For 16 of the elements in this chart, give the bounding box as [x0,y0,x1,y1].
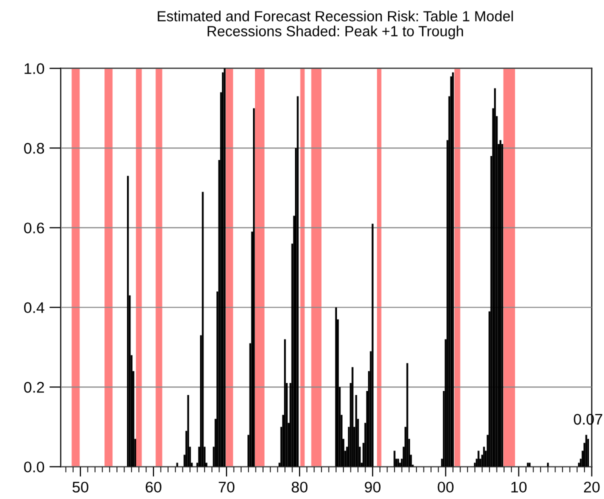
y-tick-label: 0.2 [24,382,44,393]
y-tick-label: 0.0 [24,462,44,472]
x-tick-label: 10 [511,482,527,493]
x-tick-label: 50 [72,482,88,493]
x-tick-label: 60 [146,482,162,493]
x-tick-label: 70 [218,482,234,493]
y-tick-label: 1.0 [24,63,44,74]
y-tick-label: 0.4 [24,302,44,314]
x-tick-label: 00 [438,482,454,493]
y-tick-label: 0.8 [24,142,44,154]
chart-title: Estimated and Forecast Recession Risk: Table 1 Model [158,10,513,22]
x-tick-label: 80 [292,482,308,493]
chart-subtitle: Recessions Shaded: Peak +1 to Trough [208,26,463,40]
x-tick-label: 90 [364,482,381,493]
y-tick-label: 0.6 [24,222,44,234]
x-tick-label: 20 [584,482,600,493]
